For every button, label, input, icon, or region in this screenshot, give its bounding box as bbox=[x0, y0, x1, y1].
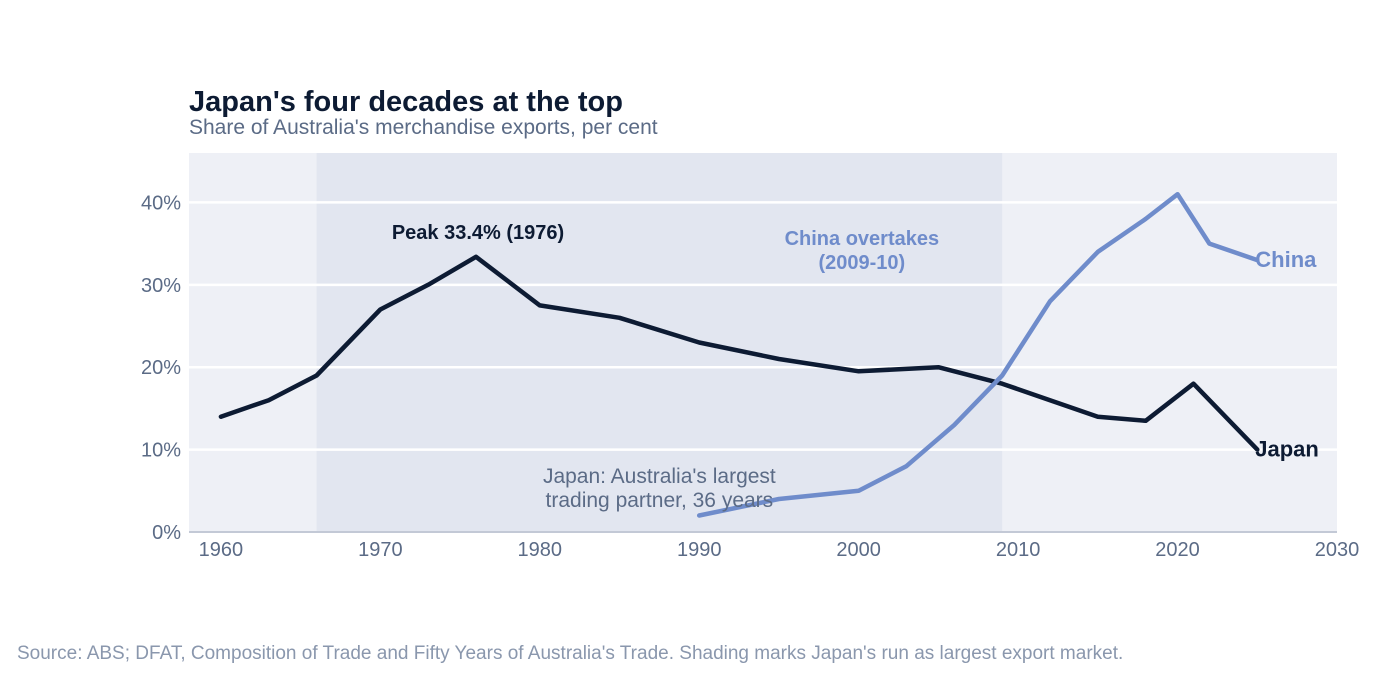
x-tick-label: 2010 bbox=[996, 539, 1041, 561]
japan-period-annotation: Japan: Australia's largest bbox=[543, 465, 776, 488]
x-tick-label: 1990 bbox=[677, 539, 722, 561]
peak-annotation: Peak 33.4% (1976) bbox=[392, 222, 564, 244]
y-tick-label: 10% bbox=[141, 440, 181, 462]
y-tick-label: 0% bbox=[152, 522, 181, 544]
y-tick-label: 40% bbox=[141, 192, 181, 214]
y-tick-label: 20% bbox=[141, 357, 181, 379]
series-label-japan: Japan bbox=[1255, 437, 1319, 462]
y-tick-label: 30% bbox=[141, 275, 181, 297]
shaded-period bbox=[316, 153, 1003, 532]
x-tick-label: 2020 bbox=[1155, 539, 1200, 561]
x-tick-label: 1960 bbox=[199, 539, 244, 561]
x-tick-label: 2030 bbox=[1315, 539, 1360, 561]
series-line-japan bbox=[218, 254, 1260, 452]
series-line-china bbox=[696, 191, 1260, 518]
china-overtakes-annotation: (2009-10) bbox=[818, 252, 905, 274]
chart-subtitle: Share of Australia's merchandise exports… bbox=[189, 116, 658, 139]
china-overtakes-annotation: China overtakes bbox=[785, 228, 940, 250]
japan-period-annotation: trading partner, 36 years bbox=[546, 489, 774, 512]
x-tick-label: 2000 bbox=[836, 539, 881, 561]
x-tick-label: 1970 bbox=[358, 539, 403, 561]
series-label-china: China bbox=[1255, 247, 1317, 272]
x-tick-label: 1980 bbox=[518, 539, 563, 561]
source-note: Source: ABS; DFAT, Composition of Trade … bbox=[17, 643, 1123, 664]
chart-title: Japan's four decades at the top bbox=[189, 86, 623, 118]
